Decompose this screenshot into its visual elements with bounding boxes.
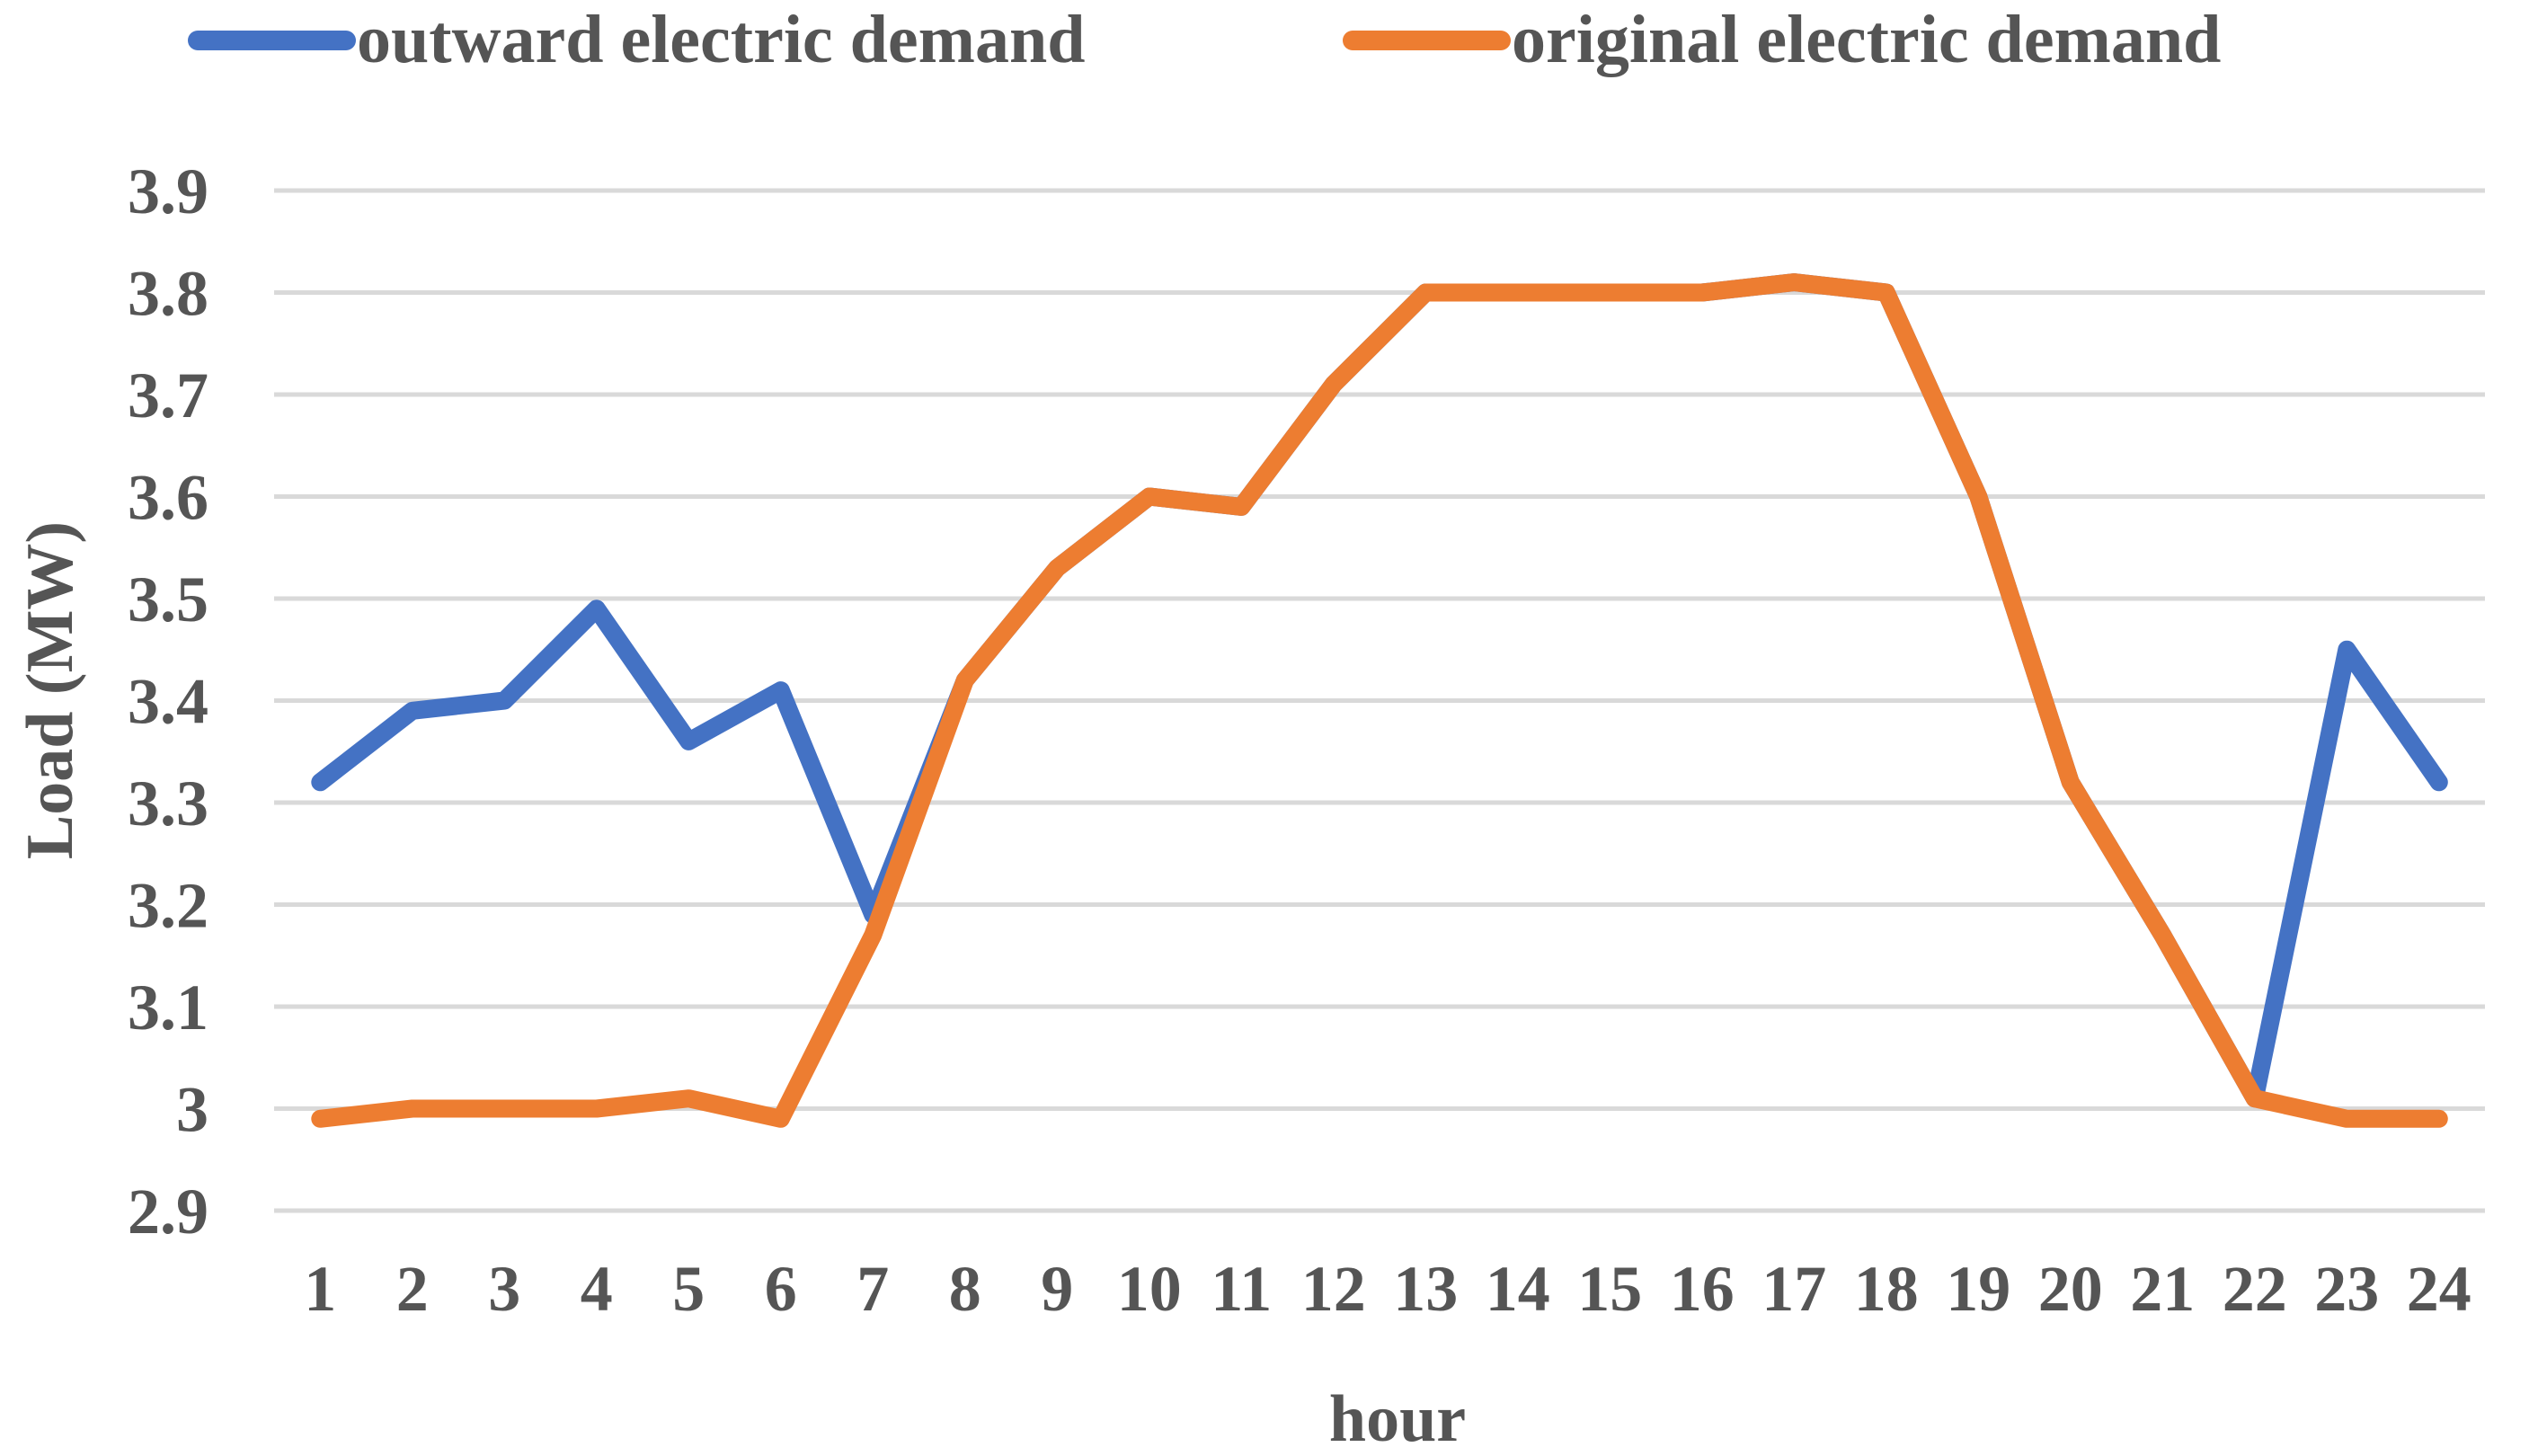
x-tick-label: 15 [1577, 1253, 1642, 1325]
x-tick-label: 6 [765, 1253, 797, 1325]
legend-label-outward: outward electric demand [357, 2, 1086, 77]
x-tick-label: 12 [1301, 1253, 1366, 1325]
x-tick-label: 2 [396, 1253, 429, 1325]
x-tick-label: 7 [856, 1253, 889, 1325]
x-tick-label: 9 [1041, 1253, 1073, 1325]
legend-label-original: original electric demand [1512, 2, 2221, 77]
x-tick-label: 23 [2314, 1253, 2379, 1325]
series-line-outward [311, 273, 2448, 1108]
y-tick-label: 3.1 [128, 972, 209, 1043]
x-axis-ticks: 1 2 3 4 5 6 7 8 9 10 11 12 13 14 15 16 17 18 19 20 21 22 23 24 [304, 1253, 2471, 1325]
y-tick-label: 3.7 [128, 360, 209, 431]
x-tick-label: 19 [1946, 1253, 2010, 1325]
x-tick-label: 10 [1117, 1253, 1182, 1325]
x-tick-label: 13 [1393, 1253, 1458, 1325]
x-tick-label: 18 [1854, 1253, 1919, 1325]
y-axis-ticks: 3.9 3.8 3.7 3.6 3.5 3.4 3.3 3.2 3.1 3 2.9 [128, 155, 209, 1247]
x-tick-label: 17 [1761, 1253, 1826, 1325]
y-axis-label: Load (MW) [13, 521, 87, 859]
x-tick-label: 21 [2130, 1253, 2195, 1325]
y-tick-label: 3.9 [128, 155, 209, 227]
x-tick-label: 3 [488, 1253, 520, 1325]
x-axis-label: hour [1329, 1382, 1466, 1456]
x-tick-label: 24 [2407, 1253, 2471, 1325]
y-tick-label: 3.3 [128, 768, 209, 839]
y-tick-label: 3.8 [128, 258, 209, 330]
y-tick-label: 3.2 [128, 870, 209, 942]
x-tick-label: 20 [2038, 1253, 2103, 1325]
y-tick-label: 3.6 [128, 462, 209, 534]
legend: outward electric demand original electri… [188, 2, 2221, 77]
x-tick-label: 14 [1486, 1253, 1550, 1325]
x-tick-label: 4 [581, 1253, 613, 1325]
x-tick-label: 8 [949, 1253, 981, 1325]
y-tick-label: 3 [176, 1074, 209, 1146]
x-tick-label: 5 [672, 1253, 705, 1325]
y-tick-label: 2.9 [128, 1176, 209, 1247]
x-tick-label: 16 [1670, 1253, 1735, 1325]
y-tick-label: 3.5 [128, 564, 209, 635]
x-tick-label: 22 [2223, 1253, 2287, 1325]
y-tick-label: 3.4 [128, 666, 209, 738]
series-lines [311, 273, 2448, 1128]
x-tick-label: 11 [1211, 1253, 1272, 1325]
x-tick-label: 1 [304, 1253, 336, 1325]
series-line-original [311, 273, 2448, 1128]
